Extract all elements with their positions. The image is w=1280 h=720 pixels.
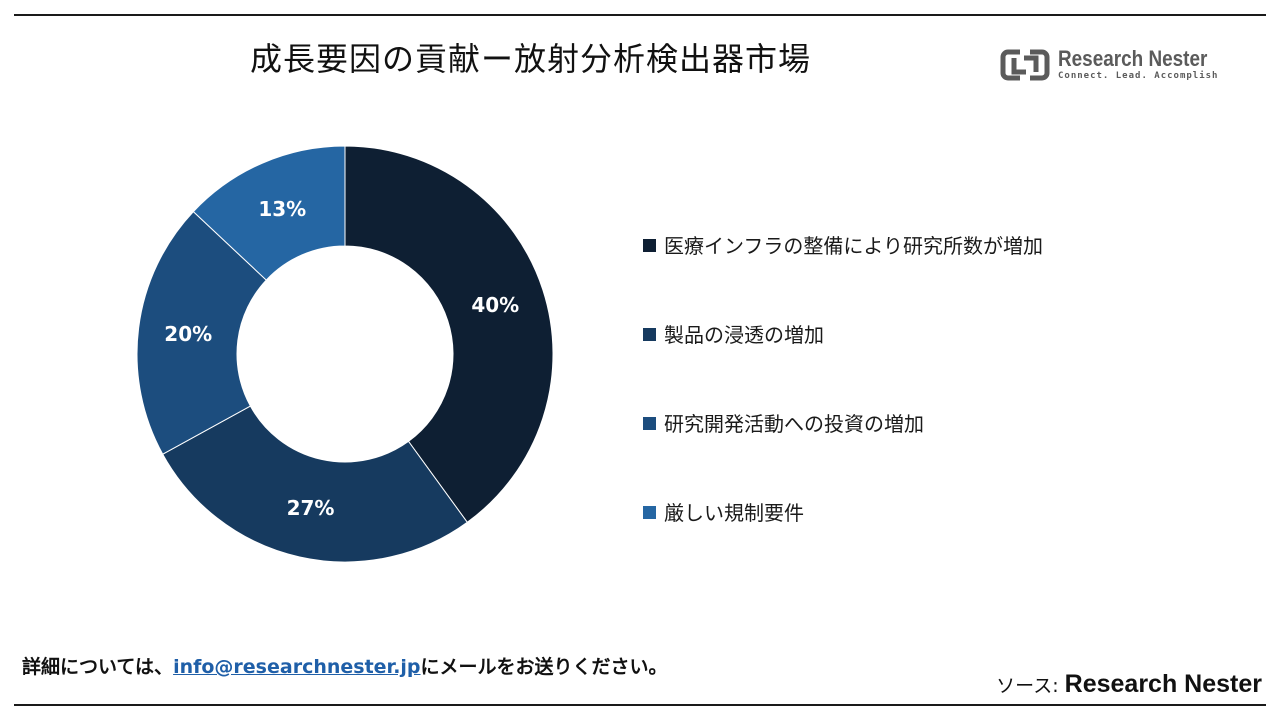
contact-note: 詳細については、info@researchnester.jpにメールをお送りくだ… [22,652,668,679]
legend-item-1: 医療インフラの整備により研究所数が増加 [643,230,1043,259]
top-border [14,14,1266,16]
legend-item-4: 厳しい規制要件 [643,497,804,526]
legend-swatch-2 [643,328,656,341]
bottom-border [14,704,1266,706]
legend-swatch-4 [643,506,656,519]
legend-label-2: 製品の浸透の増加 [664,323,824,347]
donut-labels: 40% 27% 20% 13% [164,197,519,520]
logo-tagline: Connect. Lead. Accomplish [1058,71,1219,81]
legend-swatch-3 [643,417,656,430]
contact-suffix: にメールをお送りください。 [420,656,668,678]
source-credit: ソース: Research Nester [996,670,1262,699]
donut-slices [136,145,554,563]
legend-label-3: 研究開発活動への投資の増加 [664,412,924,436]
logo-name: Research Nester [1058,46,1208,71]
legend-item-3: 研究開発活動への投資の増加 [643,408,924,437]
data-label-1: 40% [471,293,519,317]
email-link[interactable]: info@researchnester.jp [173,656,421,678]
legend-item-2: 製品の浸透の増加 [643,319,824,348]
donut-slice-3 [136,210,267,455]
legend-label-4: 厳しい規制要件 [664,501,804,525]
data-label-3: 20% [164,322,212,346]
legend-swatch-1 [643,239,656,252]
source-name: Research Nester [1064,670,1262,698]
donut-slice-2 [162,405,468,563]
contact-prefix: 詳細については、 [22,656,174,678]
data-label-2: 27% [287,496,335,520]
donut-chart: 40% 27% 20% 13% [136,145,554,563]
research-nester-logo-icon [1000,49,1050,81]
logo: Research Nester Connect. Lead. Accomplis… [1000,46,1230,86]
donut-slice-4 [192,145,346,281]
donut-slice-1 [344,145,554,523]
data-label-4: 13% [258,197,306,221]
chart-title: 成長要因の貢献ー放射分析検出器市場 [250,40,812,78]
legend-label-1: 医療インフラの整備により研究所数が増加 [664,234,1043,258]
source-label: ソース: [996,675,1065,697]
